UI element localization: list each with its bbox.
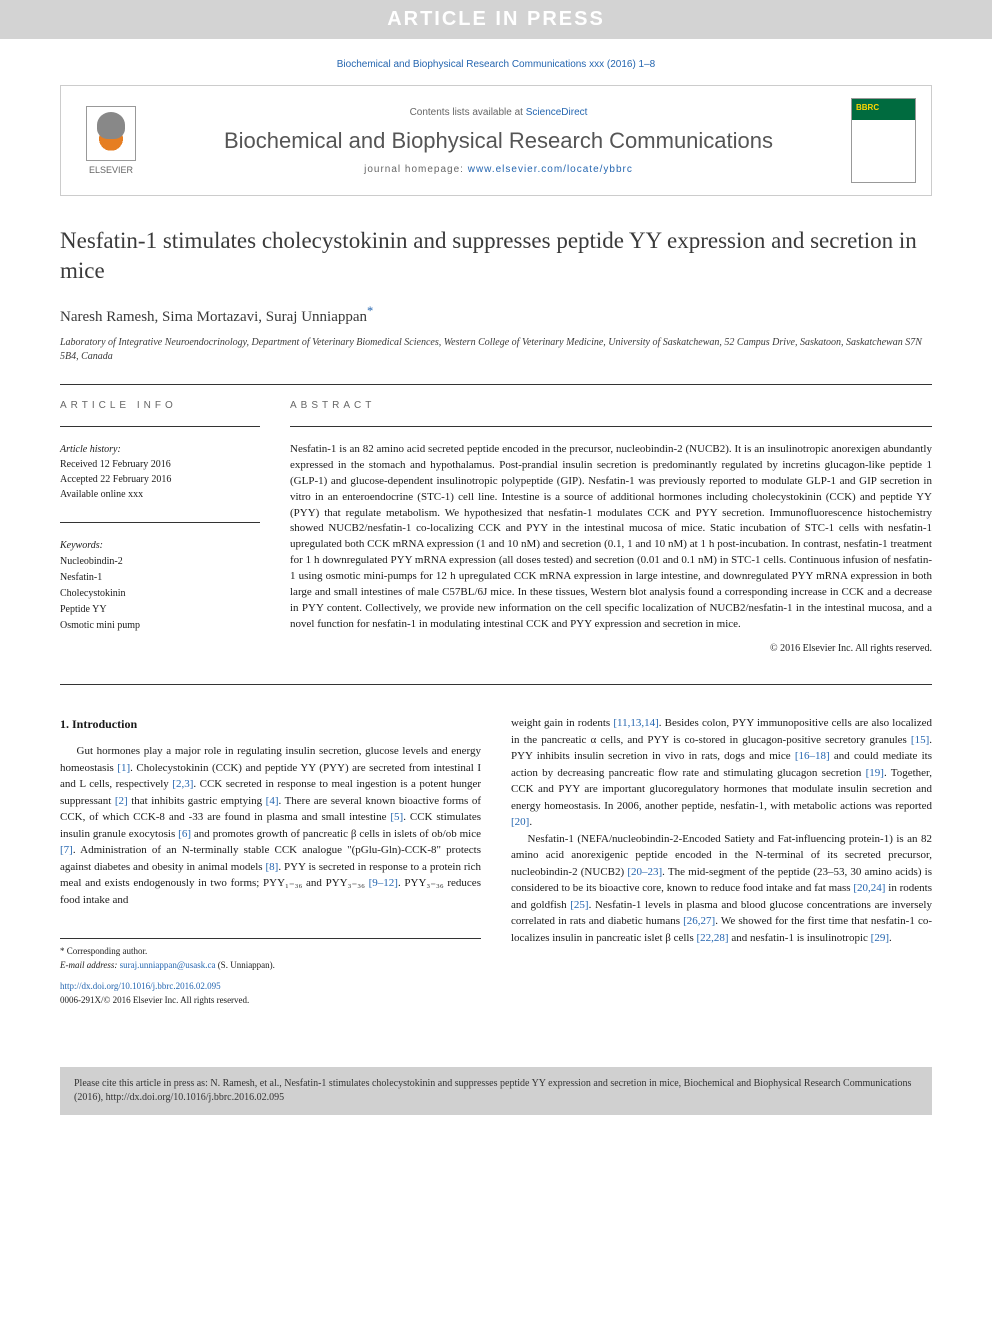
t: . — [529, 816, 532, 828]
affiliation: Laboratory of Integrative Neuroendocrino… — [60, 336, 932, 364]
article-info-heading: ARTICLE INFO — [60, 400, 260, 411]
keyword-0: Nucleobindin-2 — [60, 554, 260, 570]
abstract-block: ABSTRACT Nesfatin-1 is an 82 amino acid … — [290, 400, 932, 654]
ref-22-28[interactable]: [22,28] — [697, 932, 729, 944]
section-1-heading: 1. Introduction — [60, 715, 481, 733]
footnotes: * Corresponding author. E-mail address: … — [60, 938, 481, 1007]
t: and promotes growth of pancreatic β cell… — [191, 828, 481, 840]
authors-names: Naresh Ramesh, Sima Mortazavi, Suraj Unn… — [60, 309, 367, 325]
ref-19[interactable]: [19] — [866, 767, 884, 779]
ref-4[interactable]: [4] — [266, 795, 279, 807]
ref-25[interactable]: [25] — [570, 899, 588, 911]
t: . — [889, 932, 892, 944]
ref-11-13-14[interactable]: [11,13,14] — [613, 717, 658, 729]
accepted-date: Accepted 22 February 2016 — [60, 472, 260, 487]
journal-cover-thumbnail — [851, 98, 916, 183]
email-link[interactable]: suraj.unniappan@usask.ca — [120, 960, 216, 970]
contents-prefix: Contents lists available at — [410, 107, 526, 118]
available-date: Available online xxx — [60, 487, 260, 502]
homepage-line: journal homepage: www.elsevier.com/locat… — [166, 164, 831, 175]
publisher-name: ELSEVIER — [89, 165, 133, 175]
t: and nesfatin-1 is insulinotropic — [729, 932, 871, 944]
email-label: E-mail address: — [60, 960, 120, 970]
keywords-label: Keywords: — [60, 538, 260, 554]
abstract-heading: ABSTRACT — [290, 400, 932, 411]
separator-mid — [60, 684, 932, 685]
ref-20-23[interactable]: [20–23] — [627, 866, 662, 878]
ref-20[interactable]: [20] — [511, 816, 529, 828]
abs-sep — [290, 426, 932, 427]
article-in-press-banner: ARTICLE IN PRESS — [0, 0, 992, 39]
separator-top — [60, 384, 932, 385]
copyright-line: © 2016 Elsevier Inc. All rights reserved… — [290, 643, 932, 654]
ref-5[interactable]: [5] — [390, 811, 403, 823]
ref-15[interactable]: [15] — [911, 734, 929, 746]
ref-6[interactable]: [6] — [178, 828, 191, 840]
journal-name: Biochemical and Biophysical Research Com… — [166, 128, 831, 154]
elsevier-logo: ELSEVIER — [76, 101, 146, 181]
page-container: Biochemical and Biophysical Research Com… — [0, 59, 992, 1047]
doi-link[interactable]: http://dx.doi.org/10.1016/j.bbrc.2016.02… — [60, 981, 221, 991]
corresponding-author: * Corresponding author. — [60, 945, 481, 959]
col2-para1: weight gain in rodents [11,13,14]. Besid… — [511, 715, 932, 831]
keyword-3: Peptide YY — [60, 602, 260, 618]
ref-2b[interactable]: [2] — [115, 795, 128, 807]
contents-available: Contents lists available at ScienceDirec… — [166, 107, 831, 118]
homepage-link[interactable]: www.elsevier.com/locate/ybbrc — [468, 164, 633, 175]
corresponding-star: * — [367, 304, 373, 318]
column-right: weight gain in rodents [11,13,14]. Besid… — [511, 715, 932, 1007]
journal-header: ELSEVIER Contents lists available at Sci… — [60, 85, 932, 196]
ref-7[interactable]: [7] — [60, 844, 73, 856]
keywords-block: Keywords: Nucleobindin-2 Nesfatin-1 Chol… — [60, 538, 260, 634]
elsevier-tree-icon — [86, 106, 136, 161]
article-title: Nesfatin-1 stimulates cholecystokinin an… — [60, 226, 932, 286]
ref-8[interactable]: [8] — [266, 861, 279, 873]
ref-29[interactable]: [29] — [871, 932, 889, 944]
article-info-block: ARTICLE INFO Article history: Received 1… — [60, 400, 260, 654]
kw-sep — [60, 522, 260, 523]
keyword-4: Osmotic mini pump — [60, 618, 260, 634]
keyword-1: Nesfatin-1 — [60, 570, 260, 586]
authors-line: Naresh Ramesh, Sima Mortazavi, Suraj Unn… — [60, 304, 932, 326]
sciencedirect-link[interactable]: ScienceDirect — [526, 107, 588, 118]
keyword-2: Cholecystokinin — [60, 586, 260, 602]
received-date: Received 12 February 2016 — [60, 457, 260, 472]
history-block: Article history: Received 12 February 20… — [60, 442, 260, 502]
ref-1[interactable]: [1] — [117, 762, 130, 774]
abstract-text: Nesfatin-1 is an 82 amino acid secreted … — [290, 442, 932, 633]
cite-in-press-box: Please cite this article in press as: N.… — [60, 1067, 932, 1115]
ref-16-18[interactable]: [16–18] — [795, 750, 830, 762]
body-columns: 1. Introduction Gut hormones play a majo… — [60, 715, 932, 1007]
homepage-prefix: journal homepage: — [364, 164, 468, 175]
header-center: Contents lists available at ScienceDirec… — [166, 107, 831, 175]
t: weight gain in rodents — [511, 717, 613, 729]
t: that inhibits gastric emptying — [128, 795, 266, 807]
history-label: Article history: — [60, 442, 260, 457]
issn-copyright: 0006-291X/© 2016 Elsevier Inc. All right… — [60, 994, 481, 1008]
column-left: 1. Introduction Gut hormones play a majo… — [60, 715, 481, 1007]
ref-20-24[interactable]: [20,24] — [853, 882, 885, 894]
citation-line: Biochemical and Biophysical Research Com… — [60, 59, 932, 70]
ref-9-12[interactable]: [9–12] — [369, 877, 398, 889]
doi-block: http://dx.doi.org/10.1016/j.bbrc.2016.02… — [60, 980, 481, 1007]
col2-para2: Nesfatin-1 (NEFA/nucleobindin-2-Encoded … — [511, 831, 932, 947]
ref-2-3[interactable]: [2,3] — [172, 778, 193, 790]
email-line: E-mail address: suraj.unniappan@usask.ca… — [60, 959, 481, 973]
email-suffix: (S. Unniappan). — [215, 960, 275, 970]
col1-para1: Gut hormones play a major role in regula… — [60, 743, 481, 908]
ref-26-27[interactable]: [26,27] — [683, 915, 715, 927]
info-abstract-row: ARTICLE INFO Article history: Received 1… — [60, 400, 932, 654]
info-sep — [60, 426, 260, 427]
